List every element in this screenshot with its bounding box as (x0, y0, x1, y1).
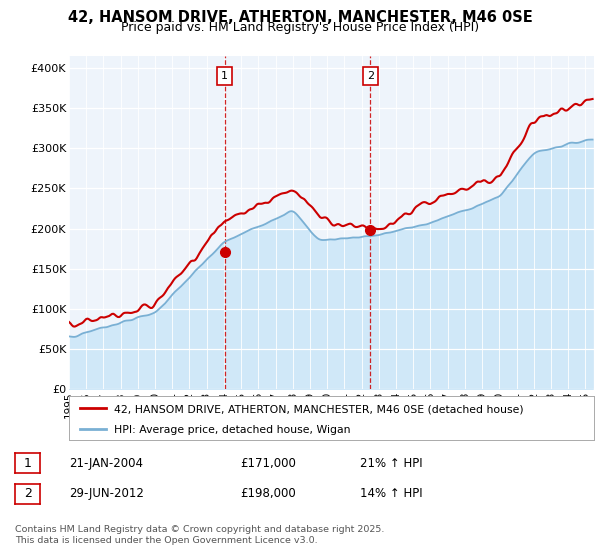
Text: 1: 1 (221, 71, 228, 81)
Text: 29-JUN-2012: 29-JUN-2012 (69, 487, 144, 501)
Text: £198,000: £198,000 (240, 487, 296, 501)
Text: 14% ↑ HPI: 14% ↑ HPI (360, 487, 422, 501)
Text: 21% ↑ HPI: 21% ↑ HPI (360, 456, 422, 470)
Text: 42, HANSOM DRIVE, ATHERTON, MANCHESTER, M46 0SE (detached house): 42, HANSOM DRIVE, ATHERTON, MANCHESTER, … (113, 404, 523, 414)
Text: 1: 1 (23, 456, 32, 470)
Text: Contains HM Land Registry data © Crown copyright and database right 2025.
This d: Contains HM Land Registry data © Crown c… (15, 525, 385, 545)
Text: 42, HANSOM DRIVE, ATHERTON, MANCHESTER, M46 0SE: 42, HANSOM DRIVE, ATHERTON, MANCHESTER, … (68, 10, 532, 25)
Text: 2: 2 (23, 487, 32, 501)
Text: Price paid vs. HM Land Registry's House Price Index (HPI): Price paid vs. HM Land Registry's House … (121, 21, 479, 34)
Text: HPI: Average price, detached house, Wigan: HPI: Average price, detached house, Wiga… (113, 424, 350, 435)
Text: 2: 2 (367, 71, 374, 81)
Text: £171,000: £171,000 (240, 456, 296, 470)
Text: 21-JAN-2004: 21-JAN-2004 (69, 456, 143, 470)
